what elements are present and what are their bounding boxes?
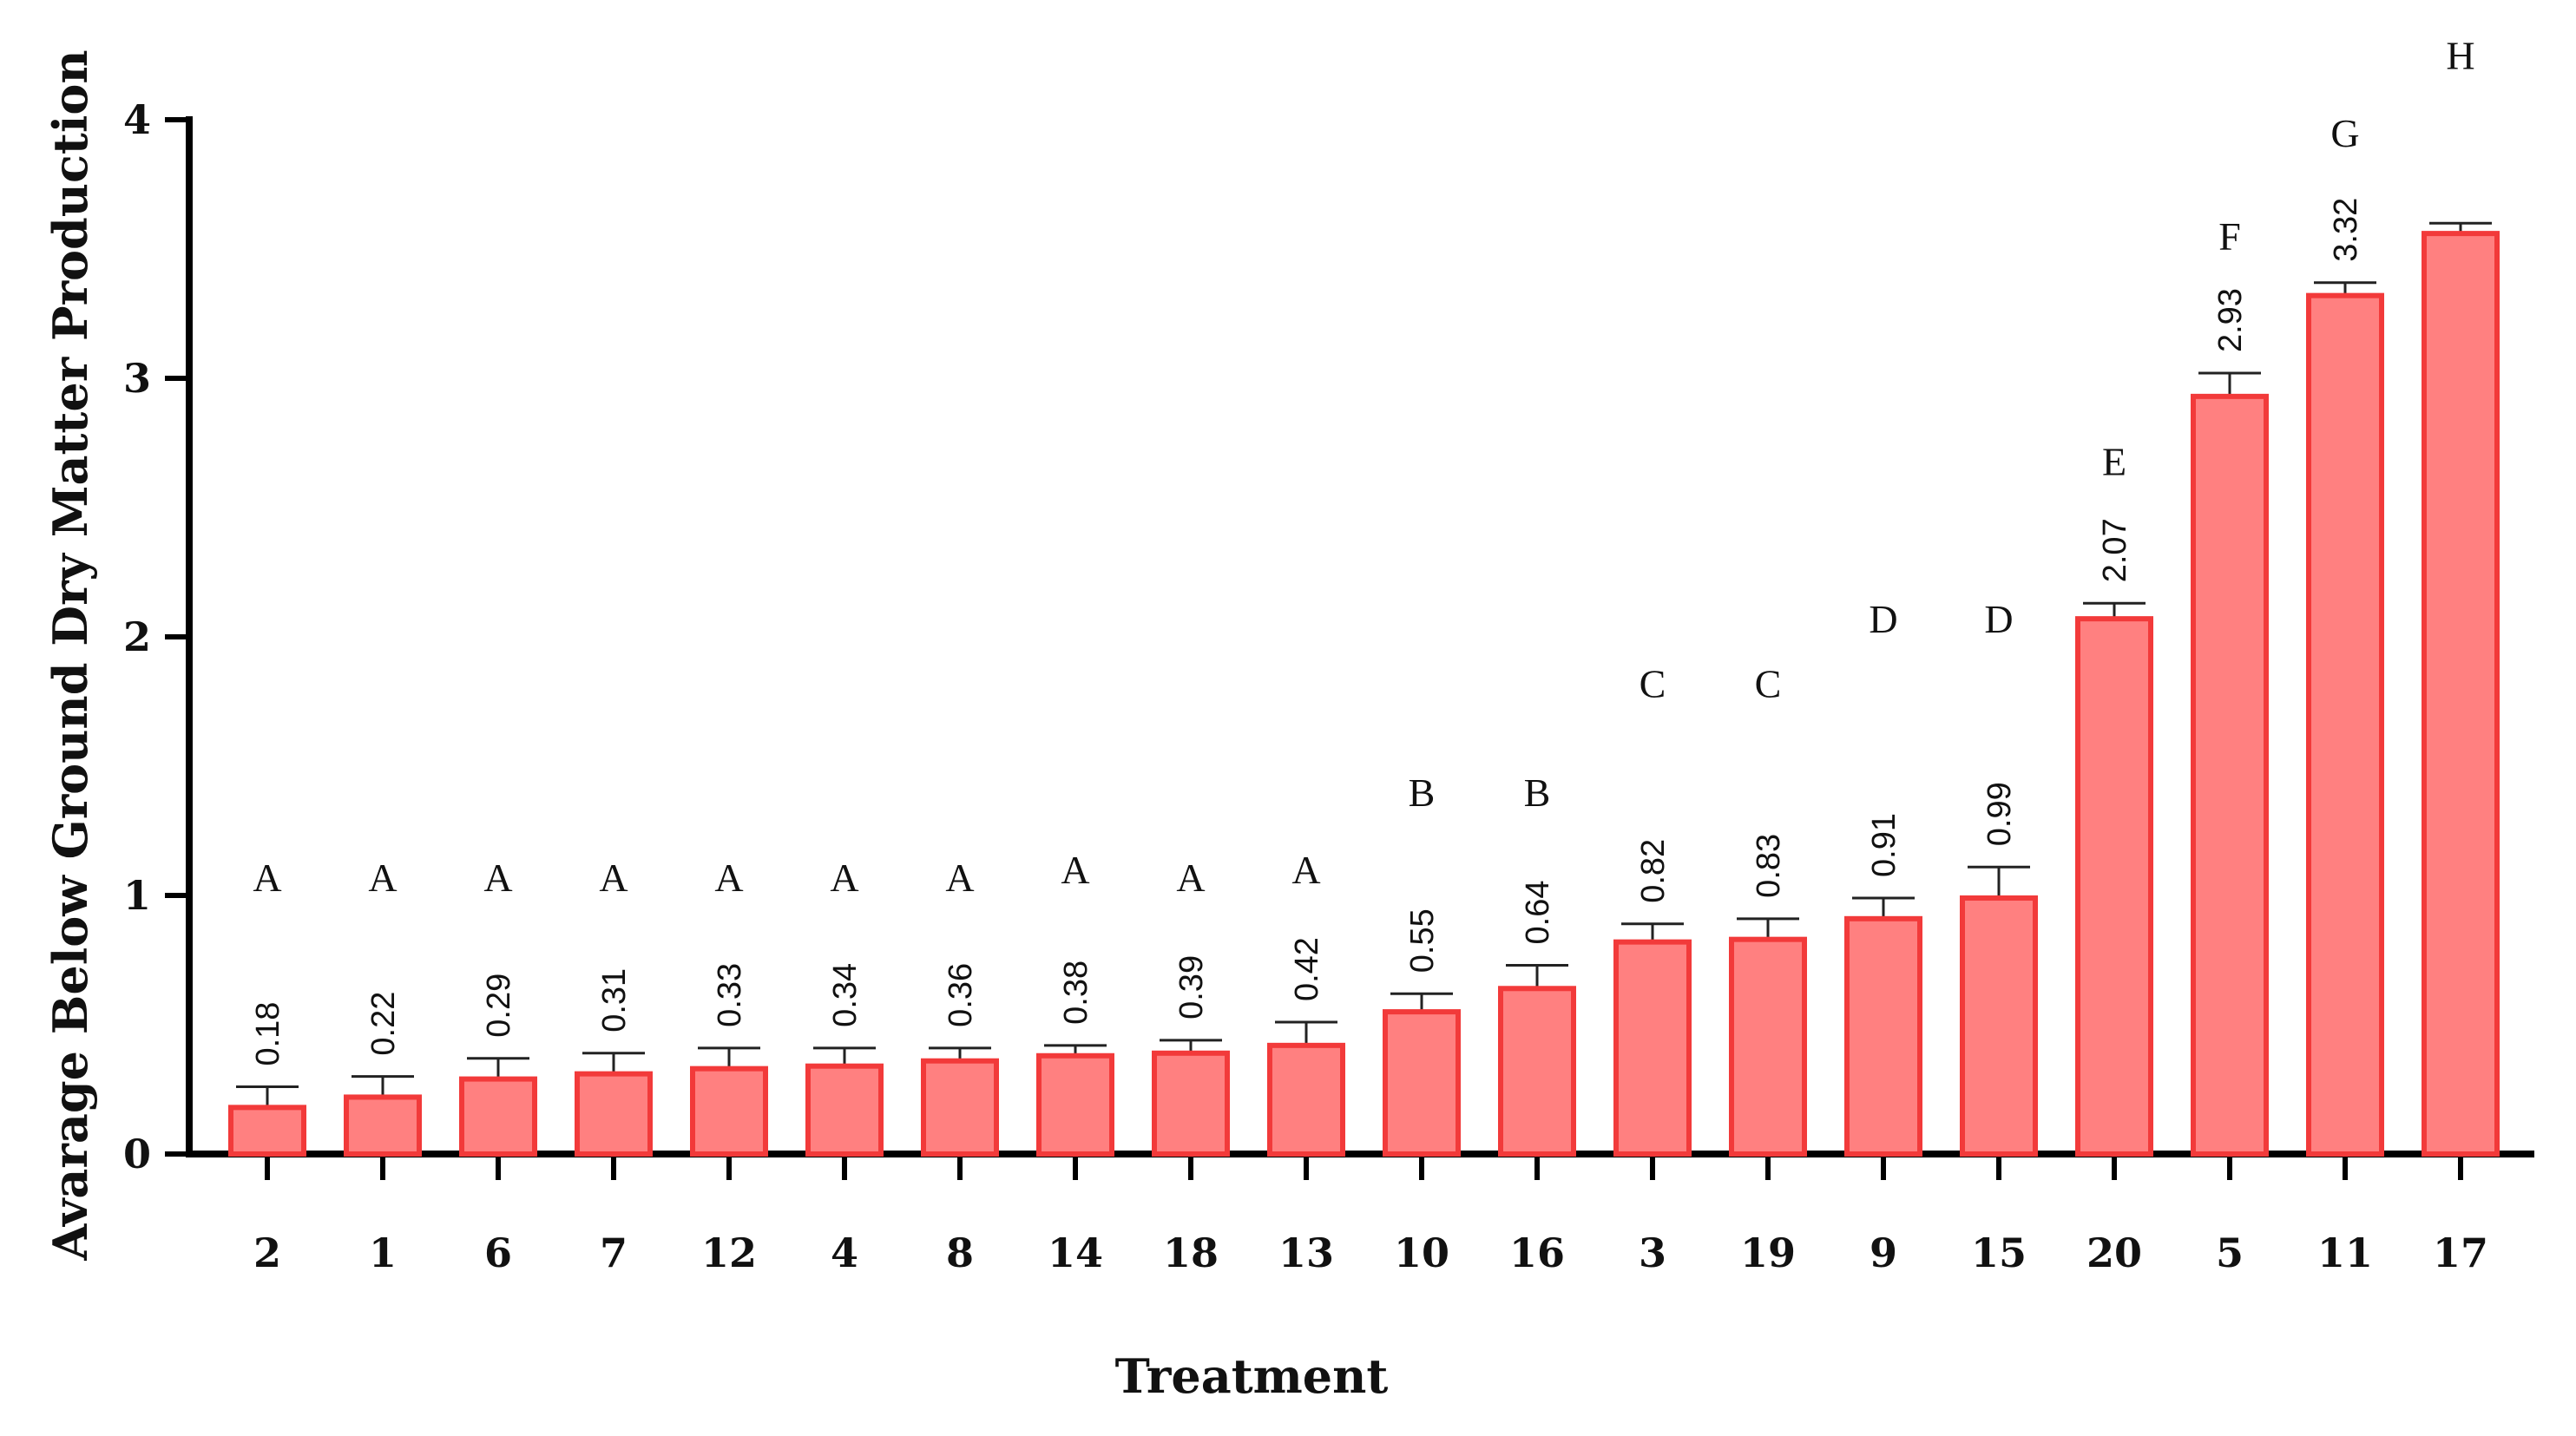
bar	[575, 1071, 653, 1157]
y-tick-label: 2	[123, 613, 151, 660]
group-letter: A	[1291, 848, 1320, 892]
value-label: 0.99	[1981, 782, 2018, 846]
error-bars-group	[236, 221, 2492, 1108]
value-label: 0.91	[1866, 813, 1902, 877]
x-axis: 2 1 6 7 12 4 8 14 18 13 10 16 3 19 9 15 20 5 11 17	[186, 1151, 2534, 1276]
value-label: 0.38	[1058, 961, 1094, 1025]
bar	[1267, 1042, 1345, 1157]
value-label: 0.64	[1520, 880, 1556, 944]
x-tick-label: 6	[484, 1229, 512, 1276]
y-axis: 0 1 2 3 4	[123, 96, 193, 1177]
value-label: 0.83	[1751, 834, 1787, 898]
value-label: 0.31	[596, 968, 633, 1033]
value-label: 3.32	[2328, 198, 2364, 262]
value-label: 0.22	[365, 992, 402, 1056]
bar	[1498, 986, 1576, 1157]
bar	[921, 1058, 999, 1157]
bar	[1036, 1052, 1114, 1157]
value-label: 2.07	[2097, 518, 2133, 582]
value-label: 0.39	[1173, 955, 1210, 1020]
bar	[2306, 292, 2384, 1157]
group-letter: D	[1984, 597, 2013, 641]
group-letter: F	[2218, 214, 2241, 259]
bar	[1152, 1050, 1230, 1157]
value-label: 0.42	[1289, 937, 1325, 1001]
x-tick-label: 2	[253, 1229, 281, 1276]
x-tick-label: 17	[2433, 1229, 2488, 1276]
x-tick-label: 4	[831, 1229, 858, 1276]
y-tick-label: 4	[123, 96, 151, 143]
group-letter: E	[2102, 439, 2126, 483]
y-axis-title: Avarage Below Ground Dry Matter Producti…	[43, 49, 98, 1261]
group-letter: A	[599, 856, 628, 900]
y-tick-label: 0	[123, 1131, 151, 1177]
group-letter: A	[945, 856, 974, 900]
group-letter: D	[1869, 597, 1897, 641]
group-letter: A	[830, 856, 858, 900]
x-tick-label: 14	[1048, 1229, 1103, 1276]
bar	[2422, 231, 2500, 1157]
bar	[690, 1066, 768, 1157]
group-letter: G	[2330, 111, 2359, 155]
x-tick-label: 19	[1740, 1229, 1796, 1276]
x-tick-label: 5	[2216, 1229, 2244, 1276]
bar	[1383, 1009, 1461, 1157]
x-tick-label: 15	[1971, 1229, 2027, 1276]
value-label: 0.33	[712, 963, 748, 1027]
y-tick-label: 3	[123, 355, 151, 402]
value-label: 2.93	[2212, 288, 2249, 352]
bar	[1613, 939, 1692, 1157]
x-tick-label: 12	[701, 1229, 757, 1276]
x-tick-label: 10	[1394, 1229, 1449, 1276]
x-tick-label: 11	[2317, 1229, 2373, 1276]
x-tick-label: 18	[1163, 1229, 1219, 1276]
value-label: 0.34	[827, 963, 864, 1027]
group-letter: A	[1176, 856, 1205, 900]
group-letter: C	[1640, 662, 1666, 706]
bar	[805, 1063, 884, 1157]
group-letter: A	[368, 856, 397, 900]
group-letter: C	[1755, 662, 1782, 706]
group-letter: B	[1409, 770, 1436, 815]
group-letter: A	[253, 856, 281, 900]
value-label: 0.55	[1404, 908, 1441, 973]
x-tick-label: 3	[1639, 1229, 1666, 1276]
group-letters-group: A A A A A A A A A A B B C C D D E F G H	[253, 34, 2474, 901]
bar	[1844, 915, 1922, 1157]
bar	[228, 1105, 306, 1157]
group-letter: A	[483, 856, 512, 900]
group-letter: H	[2446, 34, 2474, 78]
x-tick-label: 1	[369, 1229, 397, 1276]
bar	[344, 1094, 422, 1157]
value-label: 0.82	[1635, 839, 1672, 903]
bar	[1729, 936, 1807, 1157]
group-letter: B	[1524, 770, 1551, 815]
x-tick-label: 13	[1278, 1229, 1334, 1276]
bar	[2075, 616, 2153, 1157]
x-tick-label: 16	[1509, 1229, 1565, 1276]
bars-group	[228, 231, 2500, 1157]
bar	[2191, 393, 2269, 1157]
bar	[1960, 895, 2038, 1157]
value-labels-group: 0.18 0.22 0.29 0.31 0.33 0.34 0.36 0.38 0.39 0.42…	[250, 198, 2364, 1066]
value-label: 0.36	[943, 963, 979, 1027]
bar	[459, 1076, 537, 1157]
y-tick-label: 1	[123, 872, 151, 919]
x-axis-title: Treatment	[1115, 1348, 1389, 1404]
group-letter: A	[714, 856, 743, 900]
x-tick-label: 8	[946, 1229, 974, 1276]
x-tick-label: 20	[2086, 1229, 2142, 1276]
x-tick-label: 9	[1870, 1229, 1897, 1276]
value-label: 0.29	[481, 974, 517, 1038]
value-label: 0.18	[250, 1002, 286, 1066]
x-tick-label: 7	[600, 1229, 628, 1276]
group-letter: A	[1061, 848, 1089, 892]
